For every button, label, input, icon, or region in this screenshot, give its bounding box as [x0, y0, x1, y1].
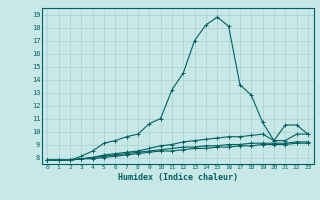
X-axis label: Humidex (Indice chaleur): Humidex (Indice chaleur): [118, 173, 237, 182]
